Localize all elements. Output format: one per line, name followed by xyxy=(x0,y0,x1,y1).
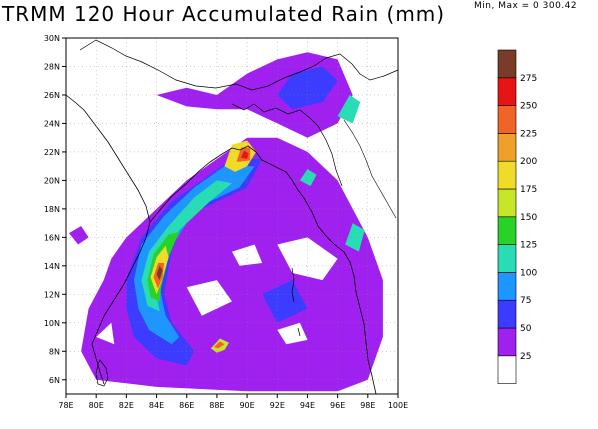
lon-tick-label: 86E xyxy=(179,401,194,410)
min-max-readout: Min, Max = 0 300.42 xyxy=(474,1,578,11)
lat-tick-label: 10N xyxy=(44,319,60,328)
lat-tick-label: 18N xyxy=(44,205,60,214)
lat-tick-label: 14N xyxy=(44,262,60,271)
colorbar-label: 75 xyxy=(520,296,531,306)
colorbar-swatch xyxy=(497,216,517,245)
plot-area: 78E 80E 82E 84E 86E 88E 90E 92E 94E 96E 98E 100E 6N… xyxy=(44,34,408,410)
rain-contour xyxy=(186,280,232,316)
rain-contour xyxy=(262,280,308,323)
colorbar-label: 275 xyxy=(520,74,537,84)
colorbar-swatch xyxy=(497,77,517,106)
colorbar-swatch xyxy=(497,355,517,384)
lat-tick-label: 26N xyxy=(44,91,60,100)
rain-contour xyxy=(241,150,249,159)
colorbar-swatch xyxy=(497,133,517,162)
lat-tick-label: 8N xyxy=(49,347,60,356)
rain-contour xyxy=(232,244,263,266)
lat-tick-label: 12N xyxy=(44,290,60,299)
colorbar-label: 200 xyxy=(520,157,537,167)
lon-tick-label: 96E xyxy=(330,401,345,410)
colorbar-label: 100 xyxy=(520,268,537,278)
map-title: TRMM 120 Hour Accumulated Rain (mm) xyxy=(2,2,446,26)
rain-contour xyxy=(299,169,317,187)
rain-contour xyxy=(277,322,308,345)
colorbar-swatch xyxy=(497,327,517,357)
rain-contour xyxy=(337,95,361,124)
colorbar-swatch xyxy=(497,272,517,301)
colorbar-label: 225 xyxy=(520,129,537,139)
lon-tick-label: 80E xyxy=(89,401,104,410)
lon-tick-label: 94E xyxy=(300,401,315,410)
lat-tick-label: 22N xyxy=(44,148,60,157)
lat-lon-grid xyxy=(66,38,398,394)
rain-contour xyxy=(345,223,365,252)
colorbar-swatch xyxy=(497,105,517,134)
lon-tick-label: 84E xyxy=(149,401,164,410)
lon-tick-label: 92E xyxy=(270,401,285,410)
colorbar-label: 50 xyxy=(520,324,532,334)
lon-tick-label: 88E xyxy=(209,401,224,410)
rain-contour xyxy=(69,226,89,245)
rain-contour xyxy=(96,322,115,345)
colorbar-label: 175 xyxy=(520,185,537,195)
colorbar-label: 250 xyxy=(520,102,537,112)
rain-contour xyxy=(213,341,225,349)
lon-tick-label: 90E xyxy=(239,401,254,410)
lon-tick-label: 82E xyxy=(119,401,134,410)
rain-contour xyxy=(156,265,163,281)
lat-tick-label: 30N xyxy=(44,34,60,43)
colorbar-label: 25 xyxy=(520,352,531,362)
colorbar-swatch xyxy=(497,299,517,329)
colorbar: 25 50 75 100 125 150 175 200 225 250 275 xyxy=(497,49,537,384)
lat-tick-label: 24N xyxy=(44,119,60,128)
lon-tick-label: 98E xyxy=(360,401,375,410)
lat-tick-label: 28N xyxy=(44,62,60,71)
rain-contour xyxy=(277,66,338,110)
colorbar-swatch xyxy=(497,244,517,273)
lon-tick-label: 78E xyxy=(58,401,73,410)
latitude-ticks: 6N 8N 10N 12N 14N 16N 18N 20N 22N 24N 26N 28N 30N xyxy=(44,34,66,385)
lat-tick-label: 6N xyxy=(49,376,60,385)
colorbar-swatch xyxy=(497,160,517,190)
lat-tick-label: 20N xyxy=(44,176,60,185)
colorbar-swatch xyxy=(497,49,517,79)
longitude-ticks: 78E 80E 82E 84E 86E 88E 90E 92E 94E 96E 98E 100E xyxy=(58,394,408,410)
colorbar-swatch xyxy=(497,188,517,218)
colorbar-label: 150 xyxy=(520,213,537,223)
coastlines xyxy=(65,39,399,395)
lat-tick-label: 16N xyxy=(44,233,60,242)
lon-tick-label: 100E xyxy=(388,401,408,410)
colorbar-label: 125 xyxy=(520,241,537,251)
